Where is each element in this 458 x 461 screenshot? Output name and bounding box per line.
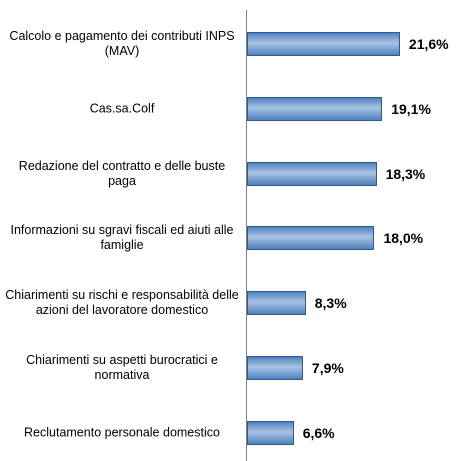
value-label: 18,3% (385, 165, 426, 182)
category-label: Reclutamento personale domestico (24, 425, 220, 440)
bar (247, 161, 377, 186)
bar (247, 420, 294, 445)
bar (247, 226, 375, 251)
category-label: Cas.sa.Colf (89, 101, 155, 116)
value-label: 6,6% (302, 424, 335, 441)
category-label: Calcolo e pagamento dei contributi INPS … (9, 29, 235, 58)
value-label: 18,0% (383, 230, 424, 247)
category-label: Chiarimenti su rischi e responsabilità d… (5, 288, 239, 318)
value-label: 8,3% (314, 295, 347, 312)
bar (247, 291, 306, 316)
category-label: Chiarimenti su aspetti burocratici e nor… (26, 353, 218, 382)
category-label: Informazioni su sgravi fiscali ed aiuti … (10, 223, 234, 253)
bar (247, 96, 383, 121)
bar (247, 356, 303, 380)
value-label: 21,6% (408, 36, 449, 52)
value-label: 7,9% (311, 360, 344, 376)
value-label: 19,1% (391, 100, 431, 117)
axis-line (246, 10, 247, 461)
bar (247, 32, 400, 56)
category-label: Redazione del contratto e delle buste pa… (18, 158, 226, 188)
